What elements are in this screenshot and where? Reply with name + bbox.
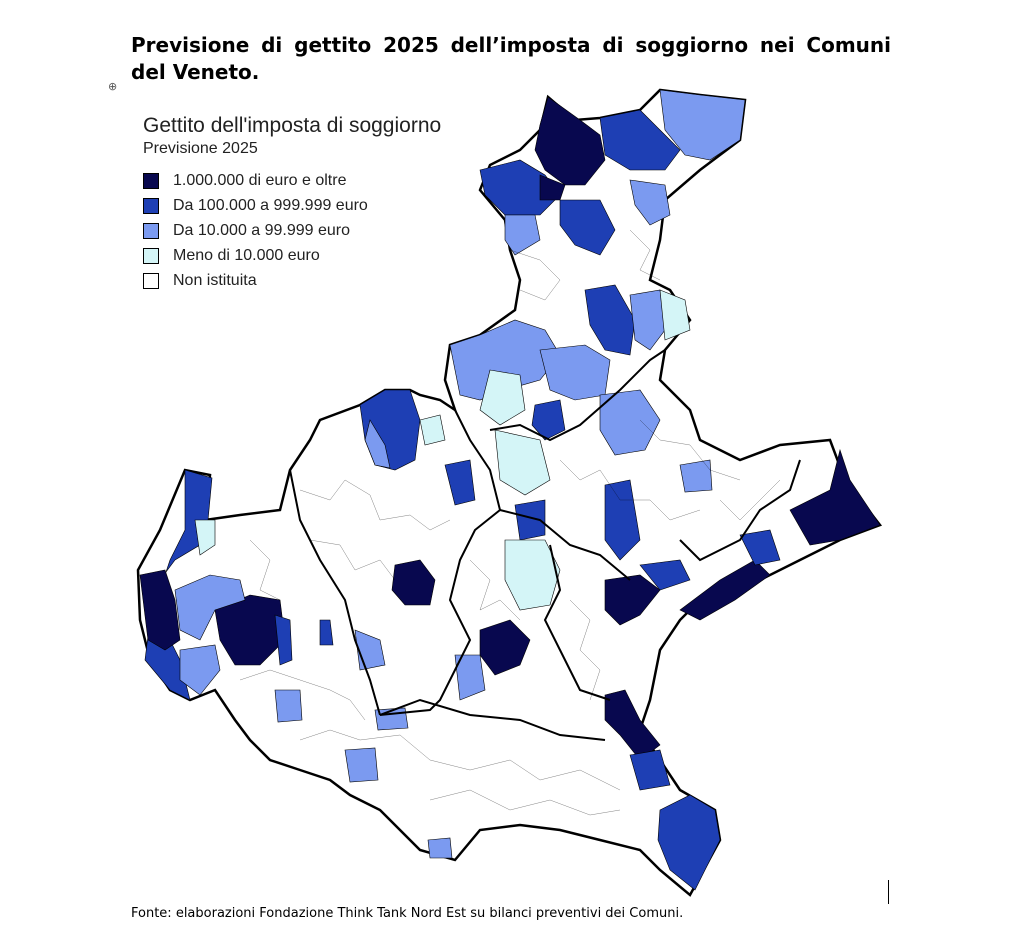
legend-title: Gettito dell'imposta di soggiorno	[143, 114, 442, 137]
cavallino-dark	[679, 559, 771, 621]
garda-light	[194, 519, 216, 556]
zoldo-blue	[559, 199, 616, 256]
legend-item: Non istituita	[143, 268, 441, 293]
asiago-light	[479, 369, 526, 426]
legend-swatch-light	[143, 247, 159, 264]
po-delta-blue	[657, 794, 721, 891]
rovigo-south-mid	[427, 837, 453, 859]
page-title: Previsione di gettito 2025 dell’imposta …	[131, 33, 891, 84]
legend-item: Da 100.000 a 999.999 euro	[143, 193, 441, 218]
vicenza-mid-2	[514, 499, 546, 541]
lessinia-mid	[364, 419, 391, 469]
verona-south-mid	[179, 644, 221, 696]
lessinia-light	[419, 414, 446, 446]
verona-south-mid-3	[344, 747, 379, 783]
vicenza-dark	[391, 559, 436, 606]
treviso-hills-mid	[599, 389, 661, 456]
verona-west-mid	[174, 574, 246, 641]
legend-label: Non istituita	[173, 271, 257, 289]
bassano-blue	[531, 399, 566, 441]
rosolina-blue	[629, 749, 671, 791]
legend-item: Da 10.000 a 99.999 euro	[143, 218, 441, 243]
legend-label: Meno di 10.000 euro	[173, 246, 320, 264]
euganei-mid	[454, 654, 486, 701]
padova-light	[504, 539, 561, 611]
legend-swatch-blue	[143, 197, 159, 214]
legend-swatch-dark	[143, 172, 159, 189]
cansiglio-mid	[629, 289, 666, 351]
cadore-blue	[599, 109, 681, 171]
north-east-mid	[629, 179, 671, 226]
source-note: Fonte: elaborazioni Fondazione Think Tan…	[131, 906, 684, 921]
legend-swatch-white	[143, 272, 159, 289]
caorle-bibione-dark	[789, 448, 881, 546]
legend-item: 1.000.000 di euro e oltre	[143, 168, 441, 193]
veneto-region-outline	[136, 88, 883, 897]
alpago-light	[659, 289, 691, 341]
venezia-dark	[604, 574, 661, 626]
garda-dark-zone	[139, 569, 181, 651]
agordo-blue	[479, 159, 561, 216]
province-borders	[289, 349, 801, 741]
treviso-mid-2	[679, 459, 713, 493]
cortina-dark	[534, 96, 606, 186]
legend-subtitle: Previsione 2025	[143, 140, 258, 157]
verona-east-strip	[274, 614, 293, 666]
municipal-borders	[239, 229, 781, 816]
vicenza-mid-1	[444, 459, 476, 506]
venezia-mid-blue	[639, 559, 691, 591]
comelico-mid	[659, 89, 746, 161]
jesolo-blue	[739, 529, 781, 566]
globe-mark-icon: ⊕	[108, 80, 118, 93]
legend-swatch-mid	[143, 222, 159, 239]
legend-label: Da 10.000 a 99.999 euro	[173, 221, 351, 239]
text-cursor-mark	[888, 880, 889, 904]
legend-label: Da 100.000 a 999.999 euro	[173, 196, 368, 214]
legnago-mid	[274, 689, 303, 723]
verona-lake-dark	[214, 594, 286, 666]
feltre-mid	[504, 214, 541, 256]
alpago-blue	[584, 284, 636, 356]
legend-label: 1.000.000 di euro e oltre	[173, 171, 347, 189]
map-legend: Gettito dell'imposta di soggiorno Previs…	[143, 114, 441, 293]
verona-blue-small	[319, 619, 334, 646]
legend-item: Meno di 10.000 euro	[143, 243, 441, 268]
vicenza-foothill-light	[494, 429, 551, 496]
